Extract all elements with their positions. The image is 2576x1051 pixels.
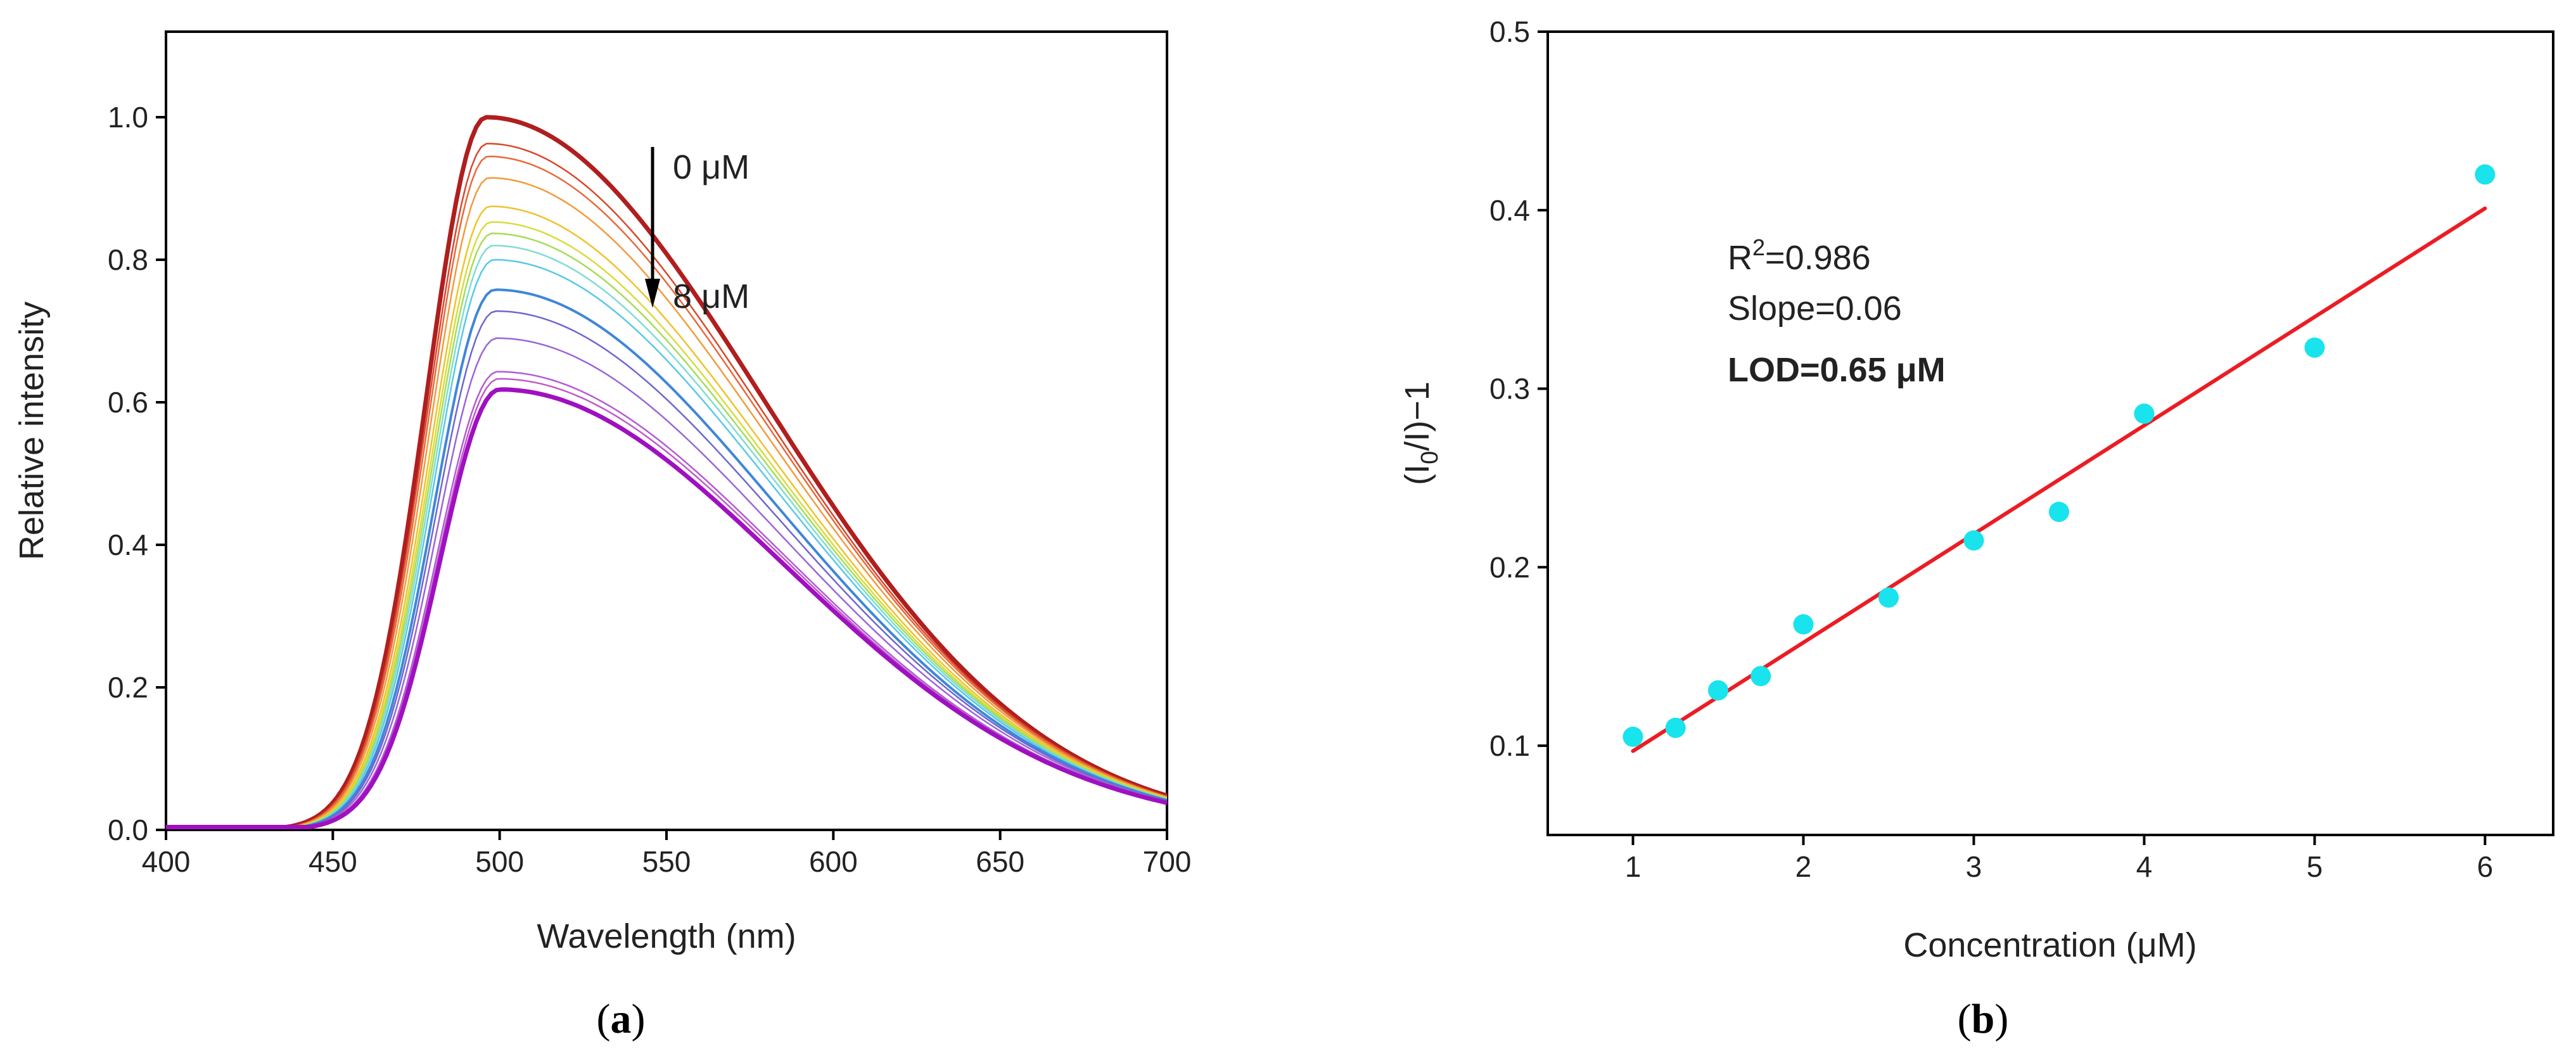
panel-b-y-tick-label: 0.5 [1489, 15, 1530, 48]
panel-b-y-tick-label: 0.1 [1489, 729, 1530, 762]
spectrum-curve-15 [166, 387, 1168, 829]
panel-a-x-tick-label: 400 [142, 845, 191, 878]
panel-a-x-tick-label: 550 [642, 845, 691, 878]
spectrum-curve-7 [166, 232, 1168, 828]
panel-a-y-tick-label: 0.4 [108, 528, 148, 561]
spectrum-curve-8 [166, 245, 1168, 828]
panel-a-x-tick-label: 500 [475, 845, 524, 878]
panel-a-x-tick-label: 600 [809, 845, 858, 878]
spectrum-curve-11 [166, 310, 1168, 828]
panel-a-y-tick-label: 0.2 [108, 671, 148, 704]
panel-b-caption: (b) [1958, 996, 2009, 1042]
panel-a-y-ticks: 0.0 0.2 0.4 0.6 0.8 1.0 [108, 101, 166, 846]
data-point-5 [1793, 614, 1814, 635]
panel-a-y-tick-label: 0.0 [108, 813, 148, 846]
spectrum-curve-12 [166, 337, 1168, 828]
spectrum-curve-4 [166, 177, 1168, 828]
annotation-0-um: 0 μM [673, 148, 749, 186]
spectrum-curve-1 [166, 115, 1168, 829]
panel-b-y-axis-title: (I0/I)−1 [1398, 381, 1443, 485]
panel-b-calibration-chart: 1 2 3 4 5 6 0.1 0.2 0.3 0.4 0.5 R2=0.986 Slope=0.… [1398, 15, 2554, 1042]
panel-a-spectra-chart: 400 450 500 550 600 650 700 0.0 0.2 0.4 0.6 0.8 1.0… [13, 30, 1192, 1042]
panel-a-y-tick-label: 0.8 [108, 243, 148, 276]
panel-b-y-tick-label: 0.2 [1489, 551, 1530, 583]
data-point-7 [1963, 530, 1984, 551]
lod-label: LOD=0.65 μM [1728, 351, 1946, 389]
slope-label: Slope=0.06 [1728, 290, 1902, 328]
panel-a-x-tick-label: 700 [1143, 845, 1192, 878]
panel-b-y-tick-label: 0.4 [1489, 194, 1530, 227]
panel-b-x-tick-label: 5 [2307, 850, 2323, 883]
data-point-4 [1750, 666, 1771, 687]
spectrum-curve-13 [166, 371, 1168, 828]
panel-a-y-tick-label: 1.0 [108, 101, 148, 134]
data-point-1 [1623, 727, 1643, 748]
data-point-2 [1665, 717, 1686, 738]
decrease-arrow-head [645, 279, 660, 308]
panel-a-x-axis-title: Wavelength (nm) [537, 917, 796, 955]
data-point-11 [2475, 164, 2496, 185]
panel-b-data-points [1623, 164, 2496, 748]
panel-b-x-tick-label: 6 [2477, 850, 2494, 883]
panel-b-plot-frame [1546, 30, 2554, 836]
data-point-9 [2134, 404, 2155, 424]
panel-a-y-tick-label: 0.6 [108, 386, 148, 419]
spectrum-curve-3 [166, 155, 1168, 828]
panel-b-y-ticks: 0.1 0.2 0.3 0.4 0.5 [1489, 15, 1548, 762]
panel-a-x-tick-label: 450 [309, 845, 357, 878]
panel-b-x-ticks: 1 2 3 4 5 6 [1625, 835, 2494, 883]
panel-a-x-tick-label: 650 [976, 845, 1024, 878]
panel-b-x-tick-label: 3 [1966, 850, 1982, 883]
panel-b-x-tick-label: 4 [2136, 850, 2153, 883]
data-point-6 [1878, 587, 1899, 608]
panel-a-spectra-curves [166, 115, 1168, 829]
panel-a-x-ticks: 400 450 500 550 600 650 700 [142, 830, 1192, 878]
panel-b-y-tick-label: 0.3 [1489, 373, 1530, 405]
panel-b-x-tick-label: 1 [1625, 850, 1642, 883]
data-point-10 [2304, 337, 2325, 358]
panel-a-plot-frame [165, 30, 1168, 831]
spectrum-curve-2 [166, 143, 1168, 828]
spectrum-curve-6 [166, 221, 1168, 828]
data-point-3 [1707, 680, 1728, 701]
panel-b-x-tick-label: 2 [1795, 850, 1812, 883]
r-squared-label: R2=0.986 [1728, 234, 1871, 277]
fit-line [1631, 206, 2487, 753]
spectrum-curve-10 [166, 288, 1168, 829]
panel-a-y-axis-title: Relative intensity [13, 302, 51, 560]
annotation-8-um: 8 μM [673, 277, 749, 315]
panel-a-caption: (a) [597, 996, 646, 1042]
panel-b-x-axis-title: Concentration (μM) [1903, 926, 2197, 964]
spectrum-curve-5 [166, 205, 1168, 828]
data-point-8 [2048, 501, 2069, 522]
